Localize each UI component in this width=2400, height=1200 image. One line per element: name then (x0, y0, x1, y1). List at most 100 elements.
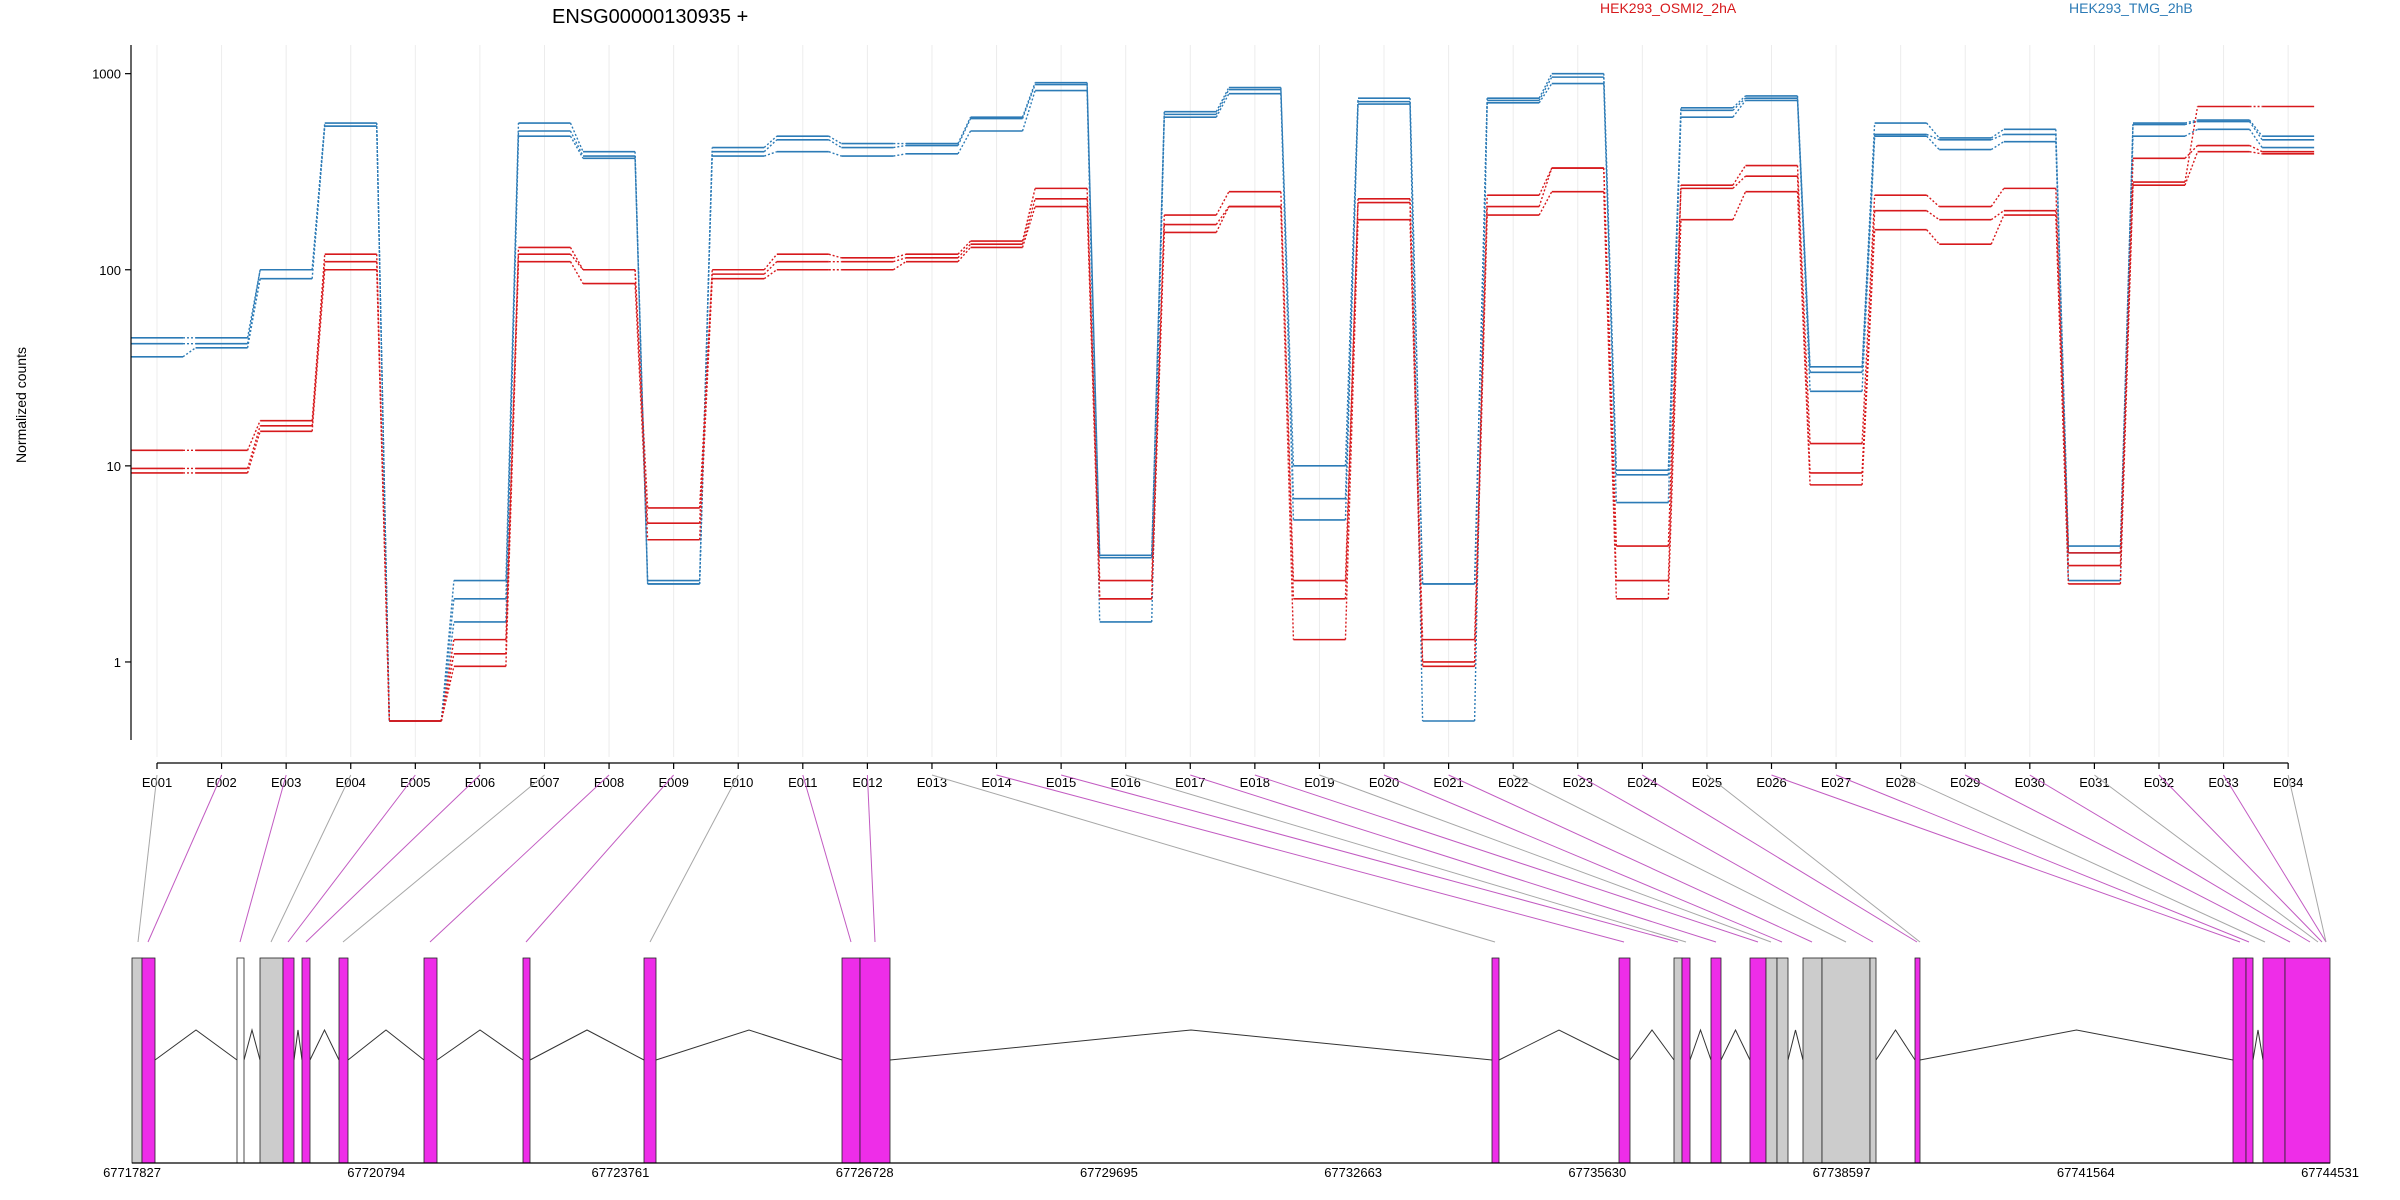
series-transition (1538, 73, 1553, 99)
genome-coordinate-label: 67726728 (836, 1165, 894, 1180)
series-transition (828, 253, 842, 259)
series-transition (1990, 128, 2005, 139)
series-transition (763, 151, 778, 157)
exon-connector (1319, 774, 1772, 943)
series-transition (1732, 95, 1746, 109)
exon-connector (525, 774, 675, 943)
exon-block (841, 957, 861, 1164)
x-tick-label: E022 (1498, 775, 1528, 790)
series-transition (763, 139, 778, 153)
exon-connector (239, 774, 287, 943)
series-transition (440, 580, 455, 722)
series-transition (1926, 122, 1940, 139)
series-transition (569, 130, 584, 157)
legend-entry-osmi2: HEK293_OSMI2_2hA (1600, 0, 1737, 16)
series-transition (182, 347, 196, 358)
series-transition (1086, 90, 1101, 622)
series-transition (1538, 76, 1553, 101)
series-transition (1409, 101, 1424, 584)
x-tick-label: E016 (1111, 775, 1141, 790)
exon-connector (2223, 774, 2327, 943)
series-transition (1280, 93, 1295, 520)
intron-line (529, 1029, 645, 1061)
series-transition (957, 246, 972, 263)
series-transition (957, 118, 972, 146)
exon-connector (270, 774, 352, 943)
intron-line (293, 1029, 303, 1061)
genome-coordinate-label: 67738597 (1813, 1165, 1871, 1180)
series-transition (957, 240, 972, 255)
series-transition (1990, 187, 2005, 207)
chart-title: ENSG00000130935 + (552, 6, 748, 28)
exon-block (1681, 957, 1691, 1164)
series-lines (131, 72, 2315, 722)
intron-line (1629, 1029, 1675, 1061)
series-transition (2248, 121, 2263, 141)
series-transition (1215, 206, 1230, 233)
x-tick-label: E003 (271, 775, 301, 790)
series-0 (131, 72, 2315, 722)
series-transition (440, 598, 455, 722)
series-transition (1861, 123, 1876, 367)
series-transition (828, 139, 842, 149)
exon-block (2284, 957, 2331, 1164)
intron-line (436, 1029, 524, 1061)
gene-model: 67717827 67720794 67723761 67726728 67729695… (103, 957, 2359, 1180)
series-transition (1021, 188, 1036, 242)
series-transition (1473, 100, 1488, 584)
series-4 (131, 144, 2315, 722)
exon-connector (1383, 774, 1783, 943)
exon-block (2262, 957, 2286, 1164)
series-transition (698, 156, 713, 584)
x-tick-label: E024 (1627, 775, 1657, 790)
exon-connector (1512, 774, 1847, 943)
series-transition (1667, 188, 1682, 581)
series-transition (2119, 185, 2134, 584)
exon-connector (866, 774, 876, 943)
series-transition (1151, 215, 1165, 581)
series-transition (1021, 90, 1036, 132)
x-tick-label: E028 (1885, 775, 1915, 790)
x-tick-label: E004 (336, 775, 366, 790)
exon-connector (2094, 774, 2319, 943)
x-tick-label: E030 (2015, 775, 2045, 790)
exon-block (423, 957, 438, 1164)
series-transition (569, 261, 584, 284)
series-transition (246, 269, 261, 344)
intron-line (347, 1029, 425, 1061)
intron-line (1875, 1029, 1916, 1061)
series-transition (1926, 194, 1940, 208)
exon-connector (649, 774, 739, 943)
exon-block (522, 957, 531, 1164)
exon-connector (2158, 774, 2323, 943)
series-transition (893, 153, 907, 157)
series-transition (763, 269, 778, 280)
series-transition (246, 420, 261, 451)
x-tick-label: E002 (206, 775, 236, 790)
exon-block (1749, 957, 1767, 1164)
y-axis: 1 10 100 1000 (92, 45, 132, 740)
exon-connector (1448, 774, 1813, 943)
series-transition (311, 261, 326, 426)
series-transition (2184, 145, 2199, 159)
series-transition (1732, 97, 1746, 111)
series-transition (246, 425, 261, 469)
series-transition (698, 278, 713, 540)
series-transition (1021, 198, 1036, 245)
series-transition (1990, 210, 2005, 221)
series-transition (376, 126, 391, 722)
x-tick-label: E031 (2079, 775, 2109, 790)
series-transition (569, 135, 584, 159)
x-tick-label: E018 (1240, 775, 1270, 790)
series-transition (1215, 87, 1230, 112)
x-tick-label: E027 (1821, 775, 1851, 790)
series-transition (505, 136, 520, 622)
x-tick-label: E014 (981, 775, 1011, 790)
series-transition (311, 126, 326, 279)
exon-connector (342, 774, 545, 943)
series-transition (569, 253, 584, 271)
exon-connector (1060, 774, 1679, 943)
series-transition (1409, 219, 1424, 667)
exon-connector (429, 774, 610, 943)
